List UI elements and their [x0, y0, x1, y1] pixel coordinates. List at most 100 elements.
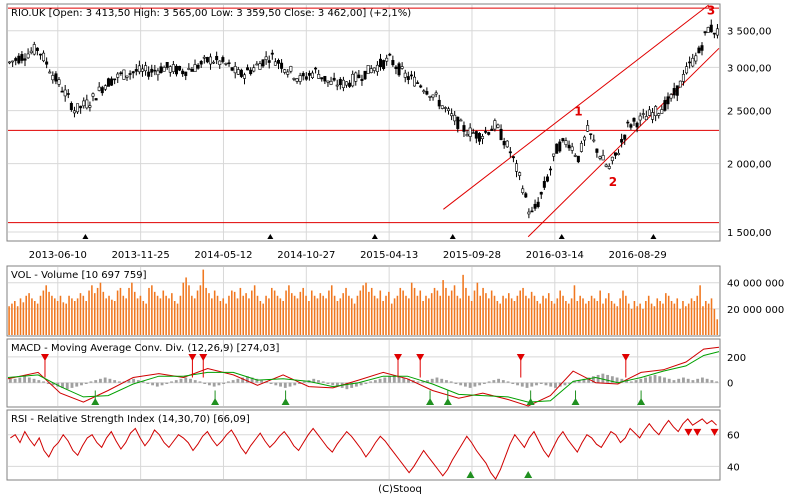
candle-body [63, 89, 67, 97]
candle-body [533, 203, 537, 209]
candle-body [171, 64, 175, 72]
volume-bar [225, 303, 227, 335]
price-y-tick-label: 2 000,00 [727, 160, 772, 171]
candle-body [150, 68, 154, 73]
macd-histogram-bar [160, 382, 164, 386]
candle-body [140, 68, 144, 72]
volume-bar [251, 290, 253, 335]
volume-bar [39, 295, 42, 335]
volume-bar [48, 291, 50, 335]
candle-body [119, 72, 123, 74]
candle-body [666, 96, 670, 105]
candle-body [635, 122, 639, 128]
candle-body [338, 79, 342, 86]
candle-body [85, 99, 89, 109]
volume-bar [656, 298, 659, 335]
macd-histogram-bar [217, 382, 221, 386]
macd-histogram-bar [231, 380, 235, 383]
macd-histogram-bar [644, 377, 647, 383]
candle-body [539, 191, 543, 195]
candle-body [493, 120, 497, 130]
candle-body [567, 144, 571, 149]
volume-bar [696, 295, 699, 335]
price-panel: RIO.UK [Open: 3 413,50 High: 3 565,00 Lo… [6, 3, 772, 261]
macd-sell-marker [394, 354, 403, 361]
candle-body [425, 91, 429, 95]
channel-lower-line [527, 47, 720, 238]
volume-bar [507, 293, 510, 335]
wave-labels: 1 2 3 [574, 3, 715, 189]
volume-bar [593, 298, 596, 335]
volume-bar [265, 295, 267, 335]
macd-buy-marker [637, 398, 646, 405]
macd-histogram-bar [468, 382, 472, 388]
volume-bar [587, 301, 590, 335]
volume-bar [33, 301, 36, 335]
volume-bar [319, 293, 322, 335]
macd-histogram-bar [620, 378, 624, 383]
volume-bar [499, 303, 502, 335]
macd-histogram-bar [606, 374, 610, 383]
candle-body [573, 155, 577, 157]
candle-body [391, 60, 395, 66]
macd-histogram-bar [189, 378, 192, 383]
volume-bar [76, 298, 79, 335]
volume-bar [390, 303, 393, 335]
volume-bar [148, 287, 150, 335]
price-title: RIO.UK [Open: 3 413,50 High: 3 565,00 Lo… [11, 8, 411, 19]
candle-body [335, 84, 339, 87]
macd-histogram-bar [317, 380, 320, 383]
volume-bar [496, 301, 499, 335]
volume-bar [128, 287, 130, 335]
candle-body [647, 109, 651, 116]
macd-histogram-bar [449, 381, 453, 383]
volume-bar [582, 298, 584, 335]
volume-bar [219, 301, 222, 335]
volume-bar [268, 298, 270, 335]
candle-body [128, 73, 132, 75]
macd-histogram-bar [359, 382, 363, 386]
macd-histogram-bar [663, 377, 666, 383]
macd-histogram-bar [601, 373, 605, 383]
candle-body [181, 70, 185, 75]
candle-body [527, 211, 531, 215]
candle-body [400, 66, 404, 69]
candle-body [35, 47, 39, 51]
candle-body [326, 80, 330, 83]
candle-body [79, 105, 83, 109]
candle-body [623, 134, 627, 140]
price-y-tick-label: 3 000,00 [727, 63, 772, 74]
candle-body [632, 117, 636, 122]
volume-bar [216, 295, 219, 335]
volume-bar [456, 295, 459, 335]
macd-histogram-bar [715, 381, 719, 383]
macd-histogram-bar [345, 382, 349, 390]
volume-bar [428, 298, 430, 335]
macd-histogram-bar [354, 382, 358, 387]
rsi-y-tick-label: 40 [727, 462, 740, 473]
candle-body [212, 61, 216, 64]
candle-body [712, 32, 716, 35]
macd-histogram-bar [369, 381, 373, 383]
candle-body [545, 176, 549, 182]
volume-bar [28, 293, 30, 335]
candle-body [357, 74, 361, 79]
volume-bar [96, 287, 99, 335]
candle-body [261, 59, 265, 67]
x-tick-label: 2016-03-14 [526, 250, 584, 261]
rsi-title: RSI - Relative Strength Index (14,30,70)… [11, 414, 250, 425]
volume-bar [191, 295, 193, 335]
volume-bar [288, 285, 290, 335]
candle-body [249, 69, 253, 75]
macd-histogram-bar [70, 382, 74, 388]
volume-bar [485, 293, 487, 335]
volume-bar [151, 285, 153, 335]
candle-body [579, 143, 583, 152]
macd-histogram-bar [682, 377, 685, 383]
candle-body [703, 31, 707, 34]
volume-bar [636, 306, 639, 335]
candle-body [187, 68, 191, 70]
candle-body [694, 55, 698, 62]
volume-bar [616, 306, 619, 335]
